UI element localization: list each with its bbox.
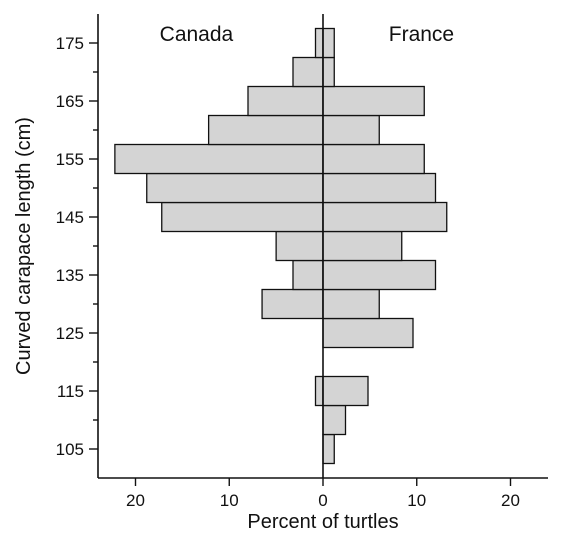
canada-bar (114, 143, 324, 175)
france-bar (322, 85, 425, 117)
france-bars (322, 27, 448, 465)
france-bar (322, 143, 425, 175)
canada-bar (207, 114, 324, 146)
y-tick-label: 105 (56, 440, 84, 459)
france-bar (322, 27, 335, 59)
y-axis-title: Curved carapace length (cm) (13, 117, 35, 375)
france-bar (322, 172, 437, 204)
france-bar (322, 433, 335, 465)
france-bar (322, 114, 380, 146)
x-axis-ticks: 20 10 0 10 20 (126, 478, 520, 510)
x-tick-label: 20 (501, 491, 520, 510)
y-tick-label: 135 (56, 266, 84, 285)
x-tick-label: 0 (318, 491, 327, 510)
canada-bar (314, 27, 324, 59)
france-series-label: France (389, 23, 454, 46)
france-bar (322, 317, 414, 349)
y-tick-label: 165 (56, 92, 84, 111)
canada-bar (275, 230, 324, 262)
canada-series-label: Canada (160, 23, 234, 46)
france-bar (322, 288, 380, 320)
y-tick-label: 145 (56, 208, 84, 227)
canada-bar (261, 288, 324, 320)
y-axis-ticks: 105 115 125 135 145 155 165 175 (56, 34, 98, 459)
canada-bar (161, 201, 324, 233)
canada-bar (292, 259, 324, 291)
france-bar (322, 230, 403, 262)
y-tick-label: 175 (56, 34, 84, 53)
canada-bar (292, 56, 324, 88)
france-bar (322, 201, 448, 233)
x-tick-label: 10 (407, 491, 426, 510)
canada-bar (146, 172, 324, 204)
x-tick-label: 10 (220, 491, 239, 510)
y-tick-label: 155 (56, 150, 84, 169)
france-bar (322, 375, 369, 407)
canada-bar (247, 85, 324, 117)
canada-bars (114, 27, 324, 407)
x-tick-label: 20 (126, 491, 145, 510)
x-axis-title: Percent of turtles (247, 511, 398, 533)
france-bar (322, 404, 347, 436)
y-tick-label: 125 (56, 324, 84, 343)
france-bar (322, 259, 437, 291)
france-bar (322, 56, 335, 88)
y-tick-label: 115 (57, 382, 84, 401)
canada-bar (314, 375, 324, 407)
